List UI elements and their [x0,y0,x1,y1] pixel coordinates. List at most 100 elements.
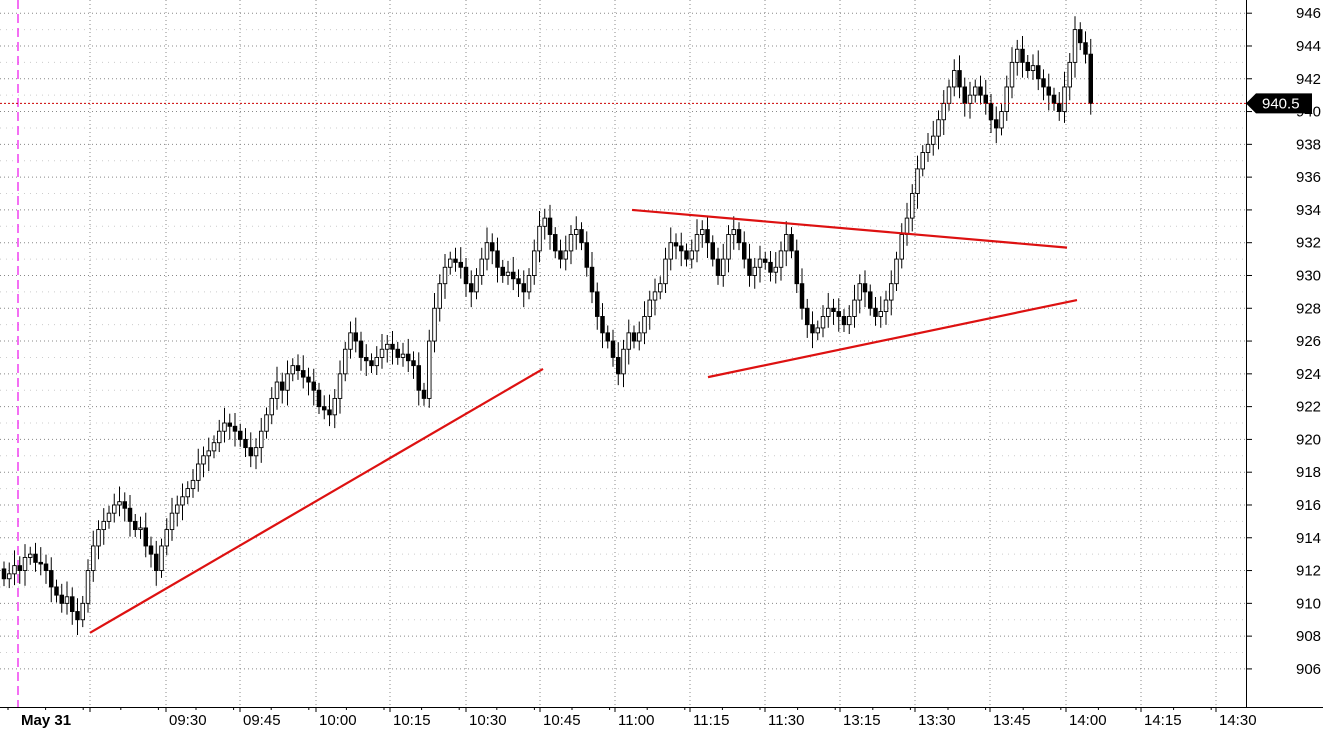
candle-up [904,217,910,235]
candle-up [563,250,569,260]
candle-up [889,283,894,301]
candle-up [773,266,779,273]
candle-down [122,501,127,509]
candle-up [721,258,726,276]
candle-up [1009,61,1015,88]
candle-down [495,250,500,268]
candle-up [757,258,763,268]
candle-down [600,316,605,334]
y-tick-label: 944 [1296,38,1321,55]
candle-down [43,563,49,572]
last-price-marker: 940.5 [0,93,1312,114]
candle-up [694,234,700,252]
candle-down [521,283,527,293]
candle-up [96,529,101,547]
candle-down [988,102,994,121]
candle-down [841,316,847,326]
candle-down [322,406,327,411]
candle-down [710,242,716,260]
candle-down [589,266,595,293]
y-tick-label: 916 [1296,497,1321,514]
x-tick-label: 13:15 [843,712,881,729]
candle-up [621,348,626,375]
candle-down [768,261,773,273]
candle-down [411,360,416,367]
candle-down [605,332,611,342]
candle-down [516,278,521,285]
candle-down [301,370,306,378]
trend-lines [89,208,1078,634]
candle-up [6,573,12,580]
candle-up [731,229,737,235]
candle-down [868,291,873,309]
candle-down [54,586,59,596]
candle-up [847,316,852,326]
y-tick-label: 936 [1296,169,1321,186]
candle-down [69,596,75,612]
y-tick-label: 928 [1296,300,1321,317]
candle-up [290,365,296,375]
y-tick-label: 914 [1296,530,1321,547]
candle-up [180,496,185,506]
candle-up [647,299,653,317]
x-date-label: May 31 [21,712,71,729]
candle-up [385,343,390,350]
candle-down [715,258,721,276]
candle-down [631,332,637,342]
candle-up [400,353,406,358]
y-tick-label: 910 [1296,595,1321,612]
candle-up [80,602,85,621]
y-tick-label: 920 [1296,431,1321,448]
candle-up [437,283,443,309]
candle-up [1015,48,1020,63]
candle-up [1030,65,1036,72]
candle-up [90,545,96,572]
candle-up [374,356,380,367]
candle-up [264,414,269,432]
candle-down [364,356,369,362]
candle-down [962,86,968,104]
candle-up [637,332,642,342]
candle-down [358,340,364,358]
candle-up [432,307,437,342]
candle-down [132,520,138,531]
candle-up [658,283,663,293]
candle-down [616,356,621,375]
candle-up [169,512,175,531]
candle-up [626,332,632,350]
candle-up [910,193,915,219]
candle-down [306,376,311,383]
candle-up [642,316,647,334]
candle-down [983,94,989,104]
y-tick-label: 912 [1296,563,1321,580]
candle-up [195,463,201,481]
candle-up [931,135,936,145]
candle-up [332,397,338,416]
y-tick-label: 924 [1296,366,1321,383]
candle-down [742,242,747,260]
candle-down [1088,53,1093,104]
candle-down [1077,29,1083,44]
candle-up [899,234,905,260]
candle-down [49,570,54,588]
candle-up [925,143,931,153]
candle-down [511,271,516,280]
candle-up [427,340,432,399]
candle-down [747,258,752,276]
y-tick-label: 942 [1296,71,1321,88]
candle-down [1083,42,1088,55]
candle-up [668,242,674,260]
candle-up [185,488,190,498]
candle-down [873,307,878,317]
candle-up [111,504,117,514]
candle-down [500,266,506,276]
triangle-upper-trendline [631,208,1068,249]
candle-up [274,381,280,399]
candle-up [946,86,952,104]
candle-up [12,565,17,575]
candle-up [28,553,33,558]
candle-down [705,229,710,244]
last-price-label: 940.5 [1262,95,1300,112]
candle-up [532,250,537,276]
